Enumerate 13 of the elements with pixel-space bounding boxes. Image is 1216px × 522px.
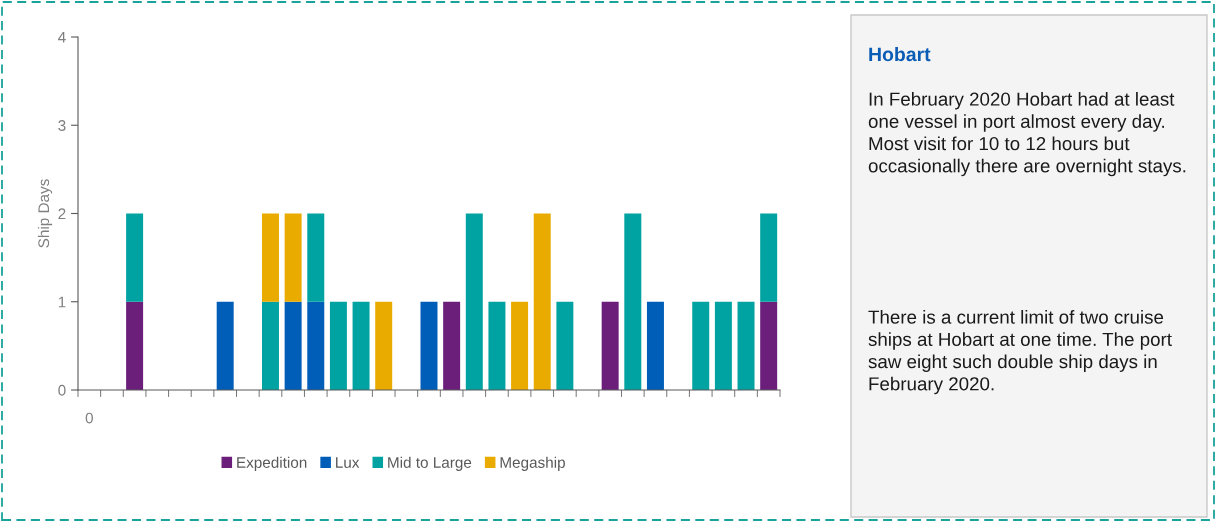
text: Hobart — [869, 46, 931, 62]
y-tick-label: 2 — [58, 208, 66, 220]
y-axis-title: Ship Days — [37, 179, 53, 248]
y-tick-label: 1 — [58, 296, 66, 308]
y-tick-label: 3 — [58, 120, 66, 131]
y-tick-label: 4 — [58, 32, 66, 43]
text: There is a current limit of two cruise ships at Hobart at one time. The port saw eight such double ship days in February 2020. — [868, 310, 1172, 395]
legend-label: Expedition — [237, 456, 307, 471]
legend-label: Lux — [336, 457, 360, 468]
legend-label: Megaship — [500, 456, 565, 471]
legend-label: Mid to Large — [388, 456, 472, 471]
text: In February 2020 Hobart had at least one vessel in port almost every day. Most visit for 10 to 12 hours but occasionally there are overnight stays. — [868, 92, 1186, 177]
y-tick-label: 0 — [58, 384, 66, 396]
